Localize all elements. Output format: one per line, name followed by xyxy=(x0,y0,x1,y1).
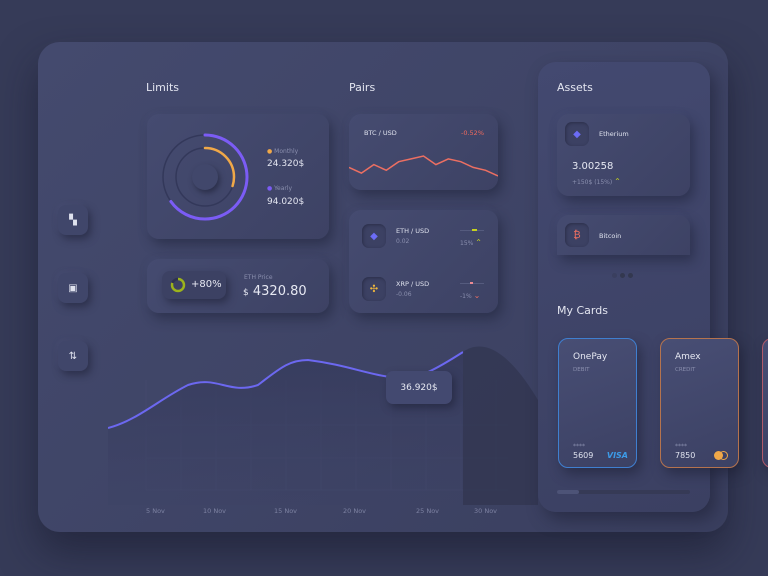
chart-tooltip: 36.920$ xyxy=(386,371,452,404)
card-name: Amex xyxy=(675,352,701,362)
x-axis-label: 5 Nov xyxy=(146,507,165,515)
eth-progress-badge: +80% xyxy=(162,271,226,299)
pair-value: -0.06 xyxy=(396,291,412,298)
card-type: DEBIT xyxy=(573,367,590,373)
eth-percent: +80% xyxy=(191,279,222,290)
monthly-ring xyxy=(174,146,236,208)
monthly-label: ● Monthly xyxy=(267,148,299,155)
x-axis-label: 25 Nov xyxy=(416,507,440,515)
asset-bitcoin-card[interactable]: ₿ Bitcoin xyxy=(557,215,690,255)
card-last4: 5609 xyxy=(573,451,594,460)
limits-card: ● Monthly 24.320$ ● Yearly 94.020$ xyxy=(147,114,329,239)
limits-title: Limits xyxy=(146,81,179,94)
pair-change: 15% ⌃ xyxy=(460,238,482,247)
sidebar-exchange-button[interactable]: ⇅ xyxy=(58,341,88,371)
pairs-list-card: ◆ ETH / USD 0.02 15% ⌃ ✣ XRP / USD -0.06… xyxy=(349,210,498,313)
card-type: CREDIT xyxy=(675,367,696,373)
asset-change: +150$ (15%) ⌃ xyxy=(572,177,621,186)
page-dot[interactable] xyxy=(620,273,625,278)
x-axis-label: 15 Nov xyxy=(274,507,298,515)
yearly-value: 94.020$ xyxy=(267,197,305,207)
pair-name: XRP / USD xyxy=(396,280,430,288)
cards-title: My Cards xyxy=(557,304,608,317)
sidebar-dashboard-button[interactable]: ▚ xyxy=(58,205,88,235)
chevron-up-icon: ⌃ xyxy=(614,177,621,186)
x-axis-label: 20 Nov xyxy=(343,507,367,515)
pair-value: 0.02 xyxy=(396,238,410,245)
pair-row[interactable]: ✣ XRP / USD -0.06 -1% ⌄ xyxy=(349,277,498,303)
yearly-label: ● Yearly xyxy=(267,185,293,192)
asset-ethereum-card[interactable]: ◆ Etherium 3.00258 +150$ (15%) ⌃ xyxy=(557,114,690,196)
sidebar-wallet-button[interactable]: ▣ xyxy=(58,273,88,303)
visa-logo: VISA xyxy=(606,451,628,460)
dashboard-icon: ▚ xyxy=(69,214,77,226)
card-onepay[interactable]: OnePay DEBIT **** 5609 VISA xyxy=(558,338,637,468)
yearly-ring xyxy=(161,133,249,221)
progress-ring-icon xyxy=(170,277,186,293)
btc-pair-change: -0.52% xyxy=(461,129,484,137)
eth-price-label: ETH Price xyxy=(244,274,273,281)
assets-title: Assets xyxy=(557,81,593,94)
x-axis-label: 30 Nov xyxy=(474,507,498,515)
pair-indicator xyxy=(460,229,484,231)
wallet-icon: ▣ xyxy=(68,282,78,294)
ethereum-icon: ◆ xyxy=(362,224,386,248)
limits-rings xyxy=(161,133,249,221)
asset-name: Bitcoin xyxy=(599,232,622,240)
ethereum-icon: ◆ xyxy=(565,122,589,146)
card-mask: **** xyxy=(675,443,687,450)
eth-price-card: +80% ETH Price $ 4320.80 xyxy=(147,259,329,313)
btc-sparkline xyxy=(349,155,498,177)
asset-name: Etherium xyxy=(599,130,629,138)
card-name: OnePay xyxy=(573,352,608,362)
card-amex[interactable]: Amex CREDIT **** 7850 xyxy=(660,338,739,468)
eth-price-value: $ 4320.80 xyxy=(243,284,307,299)
exchange-icon: ⇅ xyxy=(68,350,78,362)
pair-indicator xyxy=(460,282,484,284)
card-last4: 7850 xyxy=(675,451,696,460)
mastercard-icon xyxy=(714,451,728,460)
chevron-up-icon: ⌃ xyxy=(475,238,482,247)
asset-amount: 3.00258 xyxy=(572,161,614,172)
card-mask: **** xyxy=(573,443,585,450)
pairs-title: Pairs xyxy=(349,81,376,94)
pair-change: -1% ⌄ xyxy=(460,291,481,300)
cards-scrollbar[interactable] xyxy=(557,490,690,494)
scrollbar-thumb[interactable] xyxy=(557,490,579,494)
balance-chart xyxy=(108,346,538,505)
pair-name: ETH / USD xyxy=(396,227,430,235)
pair-row[interactable]: ◆ ETH / USD 0.02 15% ⌃ xyxy=(349,224,498,250)
xrp-icon: ✣ xyxy=(362,277,386,301)
assets-pagination xyxy=(612,273,633,278)
page-dot[interactable] xyxy=(628,273,633,278)
btc-pair-card[interactable]: BTC / USD -0.52% xyxy=(349,114,498,190)
card-partial[interactable] xyxy=(762,338,768,468)
bitcoin-icon: ₿ xyxy=(565,223,589,247)
x-axis-label: 10 Nov xyxy=(203,507,227,515)
btc-pair-name: BTC / USD xyxy=(364,129,397,137)
monthly-value: 24.320$ xyxy=(267,159,305,169)
chevron-down-icon: ⌄ xyxy=(473,291,481,300)
page-dot[interactable] xyxy=(612,273,617,278)
